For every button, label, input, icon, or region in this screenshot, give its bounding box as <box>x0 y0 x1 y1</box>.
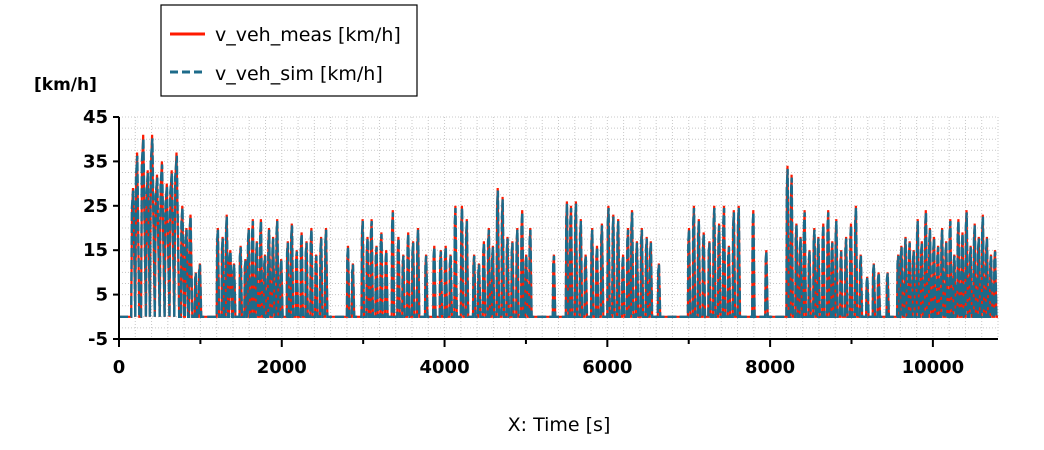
x-tick-label: 2000 <box>257 357 307 378</box>
y-tick-label: -5 <box>88 329 108 350</box>
y-tick-label: 25 <box>83 196 108 217</box>
y-axis-unit-label: [km/h] <box>34 75 97 95</box>
y-tick-label: 5 <box>95 285 108 306</box>
legend: v_veh_meas [km/h] v_veh_sim [km/h] <box>160 4 418 97</box>
x-tick-label: 6000 <box>582 357 632 378</box>
y-tick-label: 15 <box>83 240 108 261</box>
legend-box <box>160 4 418 97</box>
series-layer <box>119 134 998 318</box>
legend-label-meas: v_veh_meas [km/h] <box>215 24 401 46</box>
y-tick-label: 45 <box>83 107 108 128</box>
y-tick-label: 35 <box>83 151 108 172</box>
series-line-sim <box>119 138 998 318</box>
x-tick-label: 0 <box>113 357 126 378</box>
legend-label-sim: v_veh_sim [km/h] <box>215 63 383 85</box>
x-tick-label: 8000 <box>745 357 795 378</box>
x-tick-label: 10000 <box>902 357 965 378</box>
x-axis-label: X: Time [s] <box>508 414 611 436</box>
x-tick-label: 4000 <box>420 357 470 378</box>
axis-ticks: -5 5 15 25 35 45 0 2000 4000 6000 8000 10000 <box>83 107 964 378</box>
